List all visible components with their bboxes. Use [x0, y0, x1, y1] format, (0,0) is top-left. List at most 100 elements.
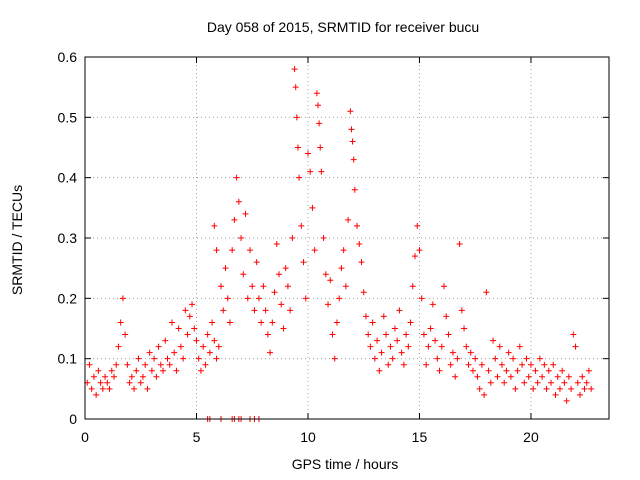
data-point [478, 361, 485, 368]
data-point [376, 367, 383, 374]
data-point [420, 331, 427, 338]
data-point [298, 222, 305, 229]
data-point [374, 337, 381, 344]
data-point [387, 343, 394, 350]
data-point [291, 66, 298, 73]
y-tick-label: 0.2 [58, 290, 78, 306]
data-point [215, 343, 222, 350]
data-point [492, 355, 499, 362]
data-point [284, 283, 291, 290]
data-point [414, 222, 421, 229]
data-point [412, 253, 419, 260]
data-point [481, 391, 488, 398]
data-point [271, 289, 278, 296]
data-point [220, 307, 227, 314]
data-point [525, 373, 532, 380]
data-point [474, 373, 481, 380]
data-point [483, 289, 490, 296]
data-point [189, 301, 196, 308]
data-point [320, 235, 327, 241]
data-point [224, 295, 231, 302]
data-point [144, 385, 151, 392]
data-point [126, 379, 133, 386]
data-point [354, 222, 361, 229]
data-point [536, 355, 543, 362]
data-point [99, 385, 106, 392]
data-point [139, 373, 146, 380]
data-point [362, 313, 369, 320]
data-point [429, 301, 436, 308]
data-point [503, 367, 510, 374]
data-point [351, 186, 358, 193]
data-point [469, 367, 476, 374]
data-point [389, 355, 396, 362]
y-tick-label: 0 [69, 411, 77, 427]
data-point [255, 295, 262, 302]
data-point [166, 361, 173, 368]
data-point [400, 361, 407, 368]
data-point [106, 385, 113, 392]
data-point [463, 343, 470, 350]
data-point [485, 367, 492, 374]
y-tick-label: 0.5 [58, 109, 78, 125]
data-point [490, 337, 497, 344]
data-point [505, 349, 512, 356]
data-point [534, 379, 541, 386]
data-point [403, 331, 410, 338]
data-point [258, 319, 265, 326]
data-point [385, 361, 392, 368]
data-point [465, 361, 472, 368]
data-point [336, 295, 343, 302]
data-point [434, 355, 441, 362]
data-point [378, 349, 385, 356]
data-point [206, 349, 213, 356]
data-point [360, 289, 367, 296]
data-point [292, 84, 299, 91]
data-point [409, 283, 416, 290]
data-point [548, 379, 555, 386]
data-point [119, 295, 126, 302]
data-point [570, 331, 577, 338]
data-point [494, 373, 501, 380]
data-point [545, 367, 552, 374]
data-point [300, 259, 307, 266]
data-point [211, 337, 218, 344]
data-point [367, 343, 374, 350]
data-point [512, 385, 519, 392]
data-point [171, 349, 178, 356]
data-point [585, 367, 592, 374]
data-point [532, 367, 539, 374]
data-point [202, 361, 209, 368]
data-point [554, 373, 561, 380]
data-point [164, 355, 171, 362]
data-point [333, 319, 340, 326]
data-point [113, 361, 120, 368]
data-point [275, 271, 282, 278]
data-point [365, 331, 372, 338]
data-point [162, 337, 169, 344]
data-point [521, 379, 528, 386]
y-tick-label: 0.1 [58, 351, 78, 367]
data-point [122, 331, 129, 338]
data-point [380, 313, 387, 320]
data-point [447, 361, 454, 368]
data-point [195, 355, 202, 362]
data-point [146, 349, 153, 356]
data-point [583, 379, 590, 386]
data-point [458, 307, 465, 314]
axis-ticks: 0 0.1 0.2 0.3 0.4 0.5 0.6 0 5 10 15 20 [58, 49, 609, 445]
data-point [445, 331, 452, 338]
data-point [416, 247, 423, 254]
data-point [153, 373, 160, 380]
x-tick-label: 15 [412, 429, 428, 445]
data-point [95, 367, 102, 374]
data-point [260, 283, 267, 290]
data-point [391, 325, 398, 332]
data-point [213, 247, 220, 254]
data-point [157, 361, 164, 368]
data-point [302, 295, 309, 302]
data-point [104, 379, 111, 386]
data-point [278, 301, 285, 308]
data-point [461, 325, 468, 332]
data-point [117, 319, 124, 326]
